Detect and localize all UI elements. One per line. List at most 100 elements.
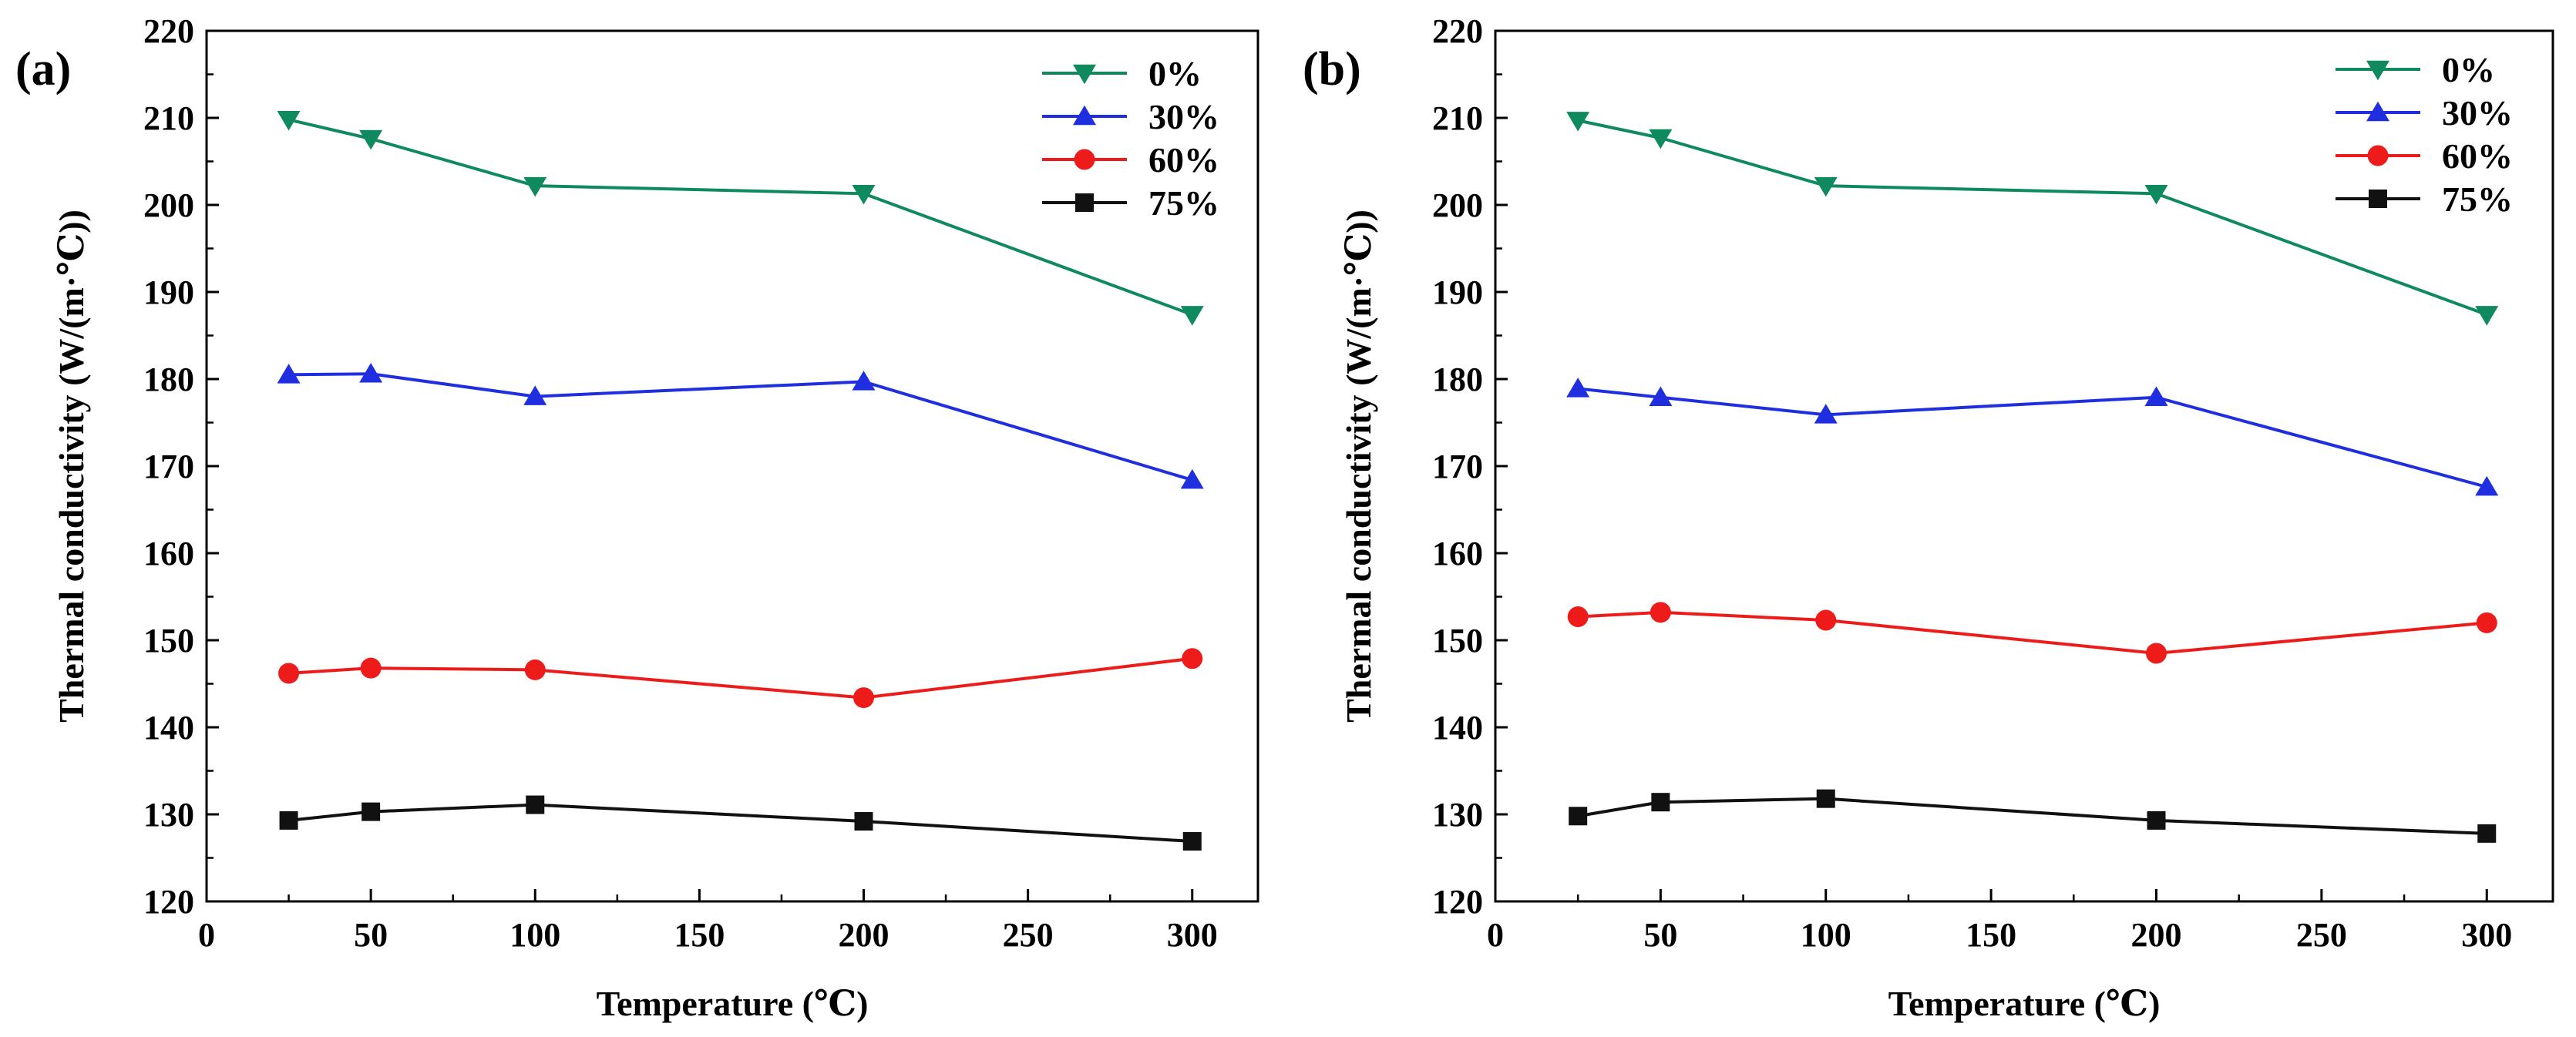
legend-item: 0% xyxy=(2336,50,2495,89)
y-tick-label: 190 xyxy=(143,274,194,311)
x-tick-label: 0 xyxy=(1487,916,1504,954)
y-tick-label: 180 xyxy=(143,361,194,398)
legend-item: 0% xyxy=(1042,54,1202,93)
y-tick-label: 140 xyxy=(143,709,194,747)
data-point xyxy=(1183,832,1202,851)
legend-label: 30% xyxy=(1148,97,1219,136)
y-tick-label: 120 xyxy=(143,883,194,921)
legend-label: 0% xyxy=(1148,54,1202,93)
data-point xyxy=(1569,807,1587,825)
figure: 0 50 100 150 200 250 300 120 130 140 150 160 170 180 1… xyxy=(0,0,2576,1033)
legend-label: 75% xyxy=(2442,180,2513,219)
series-line xyxy=(1578,388,2487,487)
x-axis-title: Temperature (℃) xyxy=(1888,984,2161,1023)
legend-label: 30% xyxy=(2442,93,2513,133)
x-tick-label: 50 xyxy=(1643,916,1677,954)
series-0pct xyxy=(1566,112,2498,325)
data-point xyxy=(526,796,544,814)
data-point xyxy=(278,663,299,683)
y-tick-label: 140 xyxy=(1432,709,1483,747)
series-line xyxy=(289,659,1192,698)
y-tick-label: 170 xyxy=(1432,448,1483,485)
x-tick-label: 150 xyxy=(674,916,725,954)
y-tick-label: 130 xyxy=(1432,796,1483,834)
data-point xyxy=(2477,824,2496,843)
panel-label: (a) xyxy=(15,43,71,96)
y-tick-label: 200 xyxy=(1432,186,1483,224)
legend-item: 30% xyxy=(1042,97,1219,136)
series-line xyxy=(289,805,1192,841)
series-line xyxy=(1578,612,2487,653)
data-point xyxy=(2477,612,2497,633)
x-tick-label: 250 xyxy=(2296,916,2347,954)
series-0pct xyxy=(277,111,1204,326)
x-tick-label: 200 xyxy=(839,916,889,954)
legend-label: 60% xyxy=(2442,136,2513,176)
y-tick-label: 170 xyxy=(143,448,194,485)
y-tick-label: 150 xyxy=(143,622,194,659)
y-tick-label: 120 xyxy=(1432,883,1483,921)
data-point xyxy=(280,811,298,830)
y-axis-title: Thermal conductivity (W/(m·℃)) xyxy=(52,210,91,723)
series-30pct xyxy=(1566,378,2498,495)
data-point xyxy=(1651,793,1670,811)
legend-item: 75% xyxy=(2336,180,2513,219)
series-line xyxy=(1578,120,2487,314)
series-30pct xyxy=(277,363,1204,488)
data-point xyxy=(525,659,546,680)
data-point xyxy=(1568,606,1589,627)
x-tick-label: 100 xyxy=(509,916,560,954)
y-tick-label: 210 xyxy=(1432,99,1483,137)
y-tick-label: 200 xyxy=(143,186,194,224)
chart-panel-a: 0 50 100 150 200 250 300 120 130 140 150 160 170 180 1… xyxy=(15,12,1258,1023)
y-tick-label: 160 xyxy=(1432,535,1483,572)
y-tick-label: 210 xyxy=(143,99,194,137)
legend-marker xyxy=(1074,149,1095,170)
panel-label: (b) xyxy=(1303,43,1361,96)
legend-label: 0% xyxy=(2442,50,2495,89)
series-75pct xyxy=(280,796,1202,851)
y-tick-label: 180 xyxy=(1432,361,1483,398)
series-line xyxy=(1578,799,2487,834)
x-tick-label: 0 xyxy=(198,916,215,954)
legend-label: 60% xyxy=(1148,140,1219,180)
chart-figure: 0 50 100 150 200 250 300 120 130 140 150 160 170 180 1… xyxy=(0,0,2576,1033)
x-tick-label: 200 xyxy=(2131,916,2182,954)
y-tick-label: 220 xyxy=(143,12,194,50)
chart-panel-b: 0 50 100 150 200 250 300 120 130 140 150 160 170 180 1… xyxy=(1303,12,2553,1023)
legend-item: 30% xyxy=(2336,93,2513,133)
x-tick-label: 250 xyxy=(1003,916,1054,954)
data-point xyxy=(2147,811,2166,830)
x-axis-title: Temperature (℃) xyxy=(597,984,869,1023)
y-tick-label: 150 xyxy=(1432,622,1483,659)
x-tick-label: 100 xyxy=(1801,916,1851,954)
legend-marker xyxy=(2368,146,2389,166)
data-point xyxy=(853,687,874,708)
data-point xyxy=(1650,602,1671,623)
y-tick-label: 190 xyxy=(1432,274,1483,311)
series-line xyxy=(289,119,1192,314)
series-60pct xyxy=(278,648,1202,708)
legend-item: 60% xyxy=(1042,140,1219,180)
x-tick-label: 300 xyxy=(1167,916,1218,954)
data-point xyxy=(1566,378,1589,398)
series-75pct xyxy=(1569,790,2496,843)
data-point xyxy=(855,812,873,831)
y-tick-label: 220 xyxy=(1432,12,1483,50)
plot-frame xyxy=(207,31,1258,901)
series-line xyxy=(289,374,1192,480)
series-60pct xyxy=(1568,602,2497,663)
legend-label: 75% xyxy=(1148,183,1219,223)
legend-item: 60% xyxy=(2336,136,2513,176)
legend-item: 75% xyxy=(1042,183,1219,223)
y-axis-title: Thermal conductivity (W/(m·℃)) xyxy=(1339,210,1378,723)
data-point xyxy=(2146,643,2167,663)
data-point xyxy=(2145,386,2168,405)
x-tick-label: 150 xyxy=(1966,916,2016,954)
data-point xyxy=(2475,306,2498,326)
data-point xyxy=(1181,306,1204,326)
y-tick-label: 130 xyxy=(143,796,194,834)
x-tick-label: 50 xyxy=(354,916,388,954)
x-tick-label: 300 xyxy=(2461,916,2512,954)
legend-marker xyxy=(1075,193,1094,212)
